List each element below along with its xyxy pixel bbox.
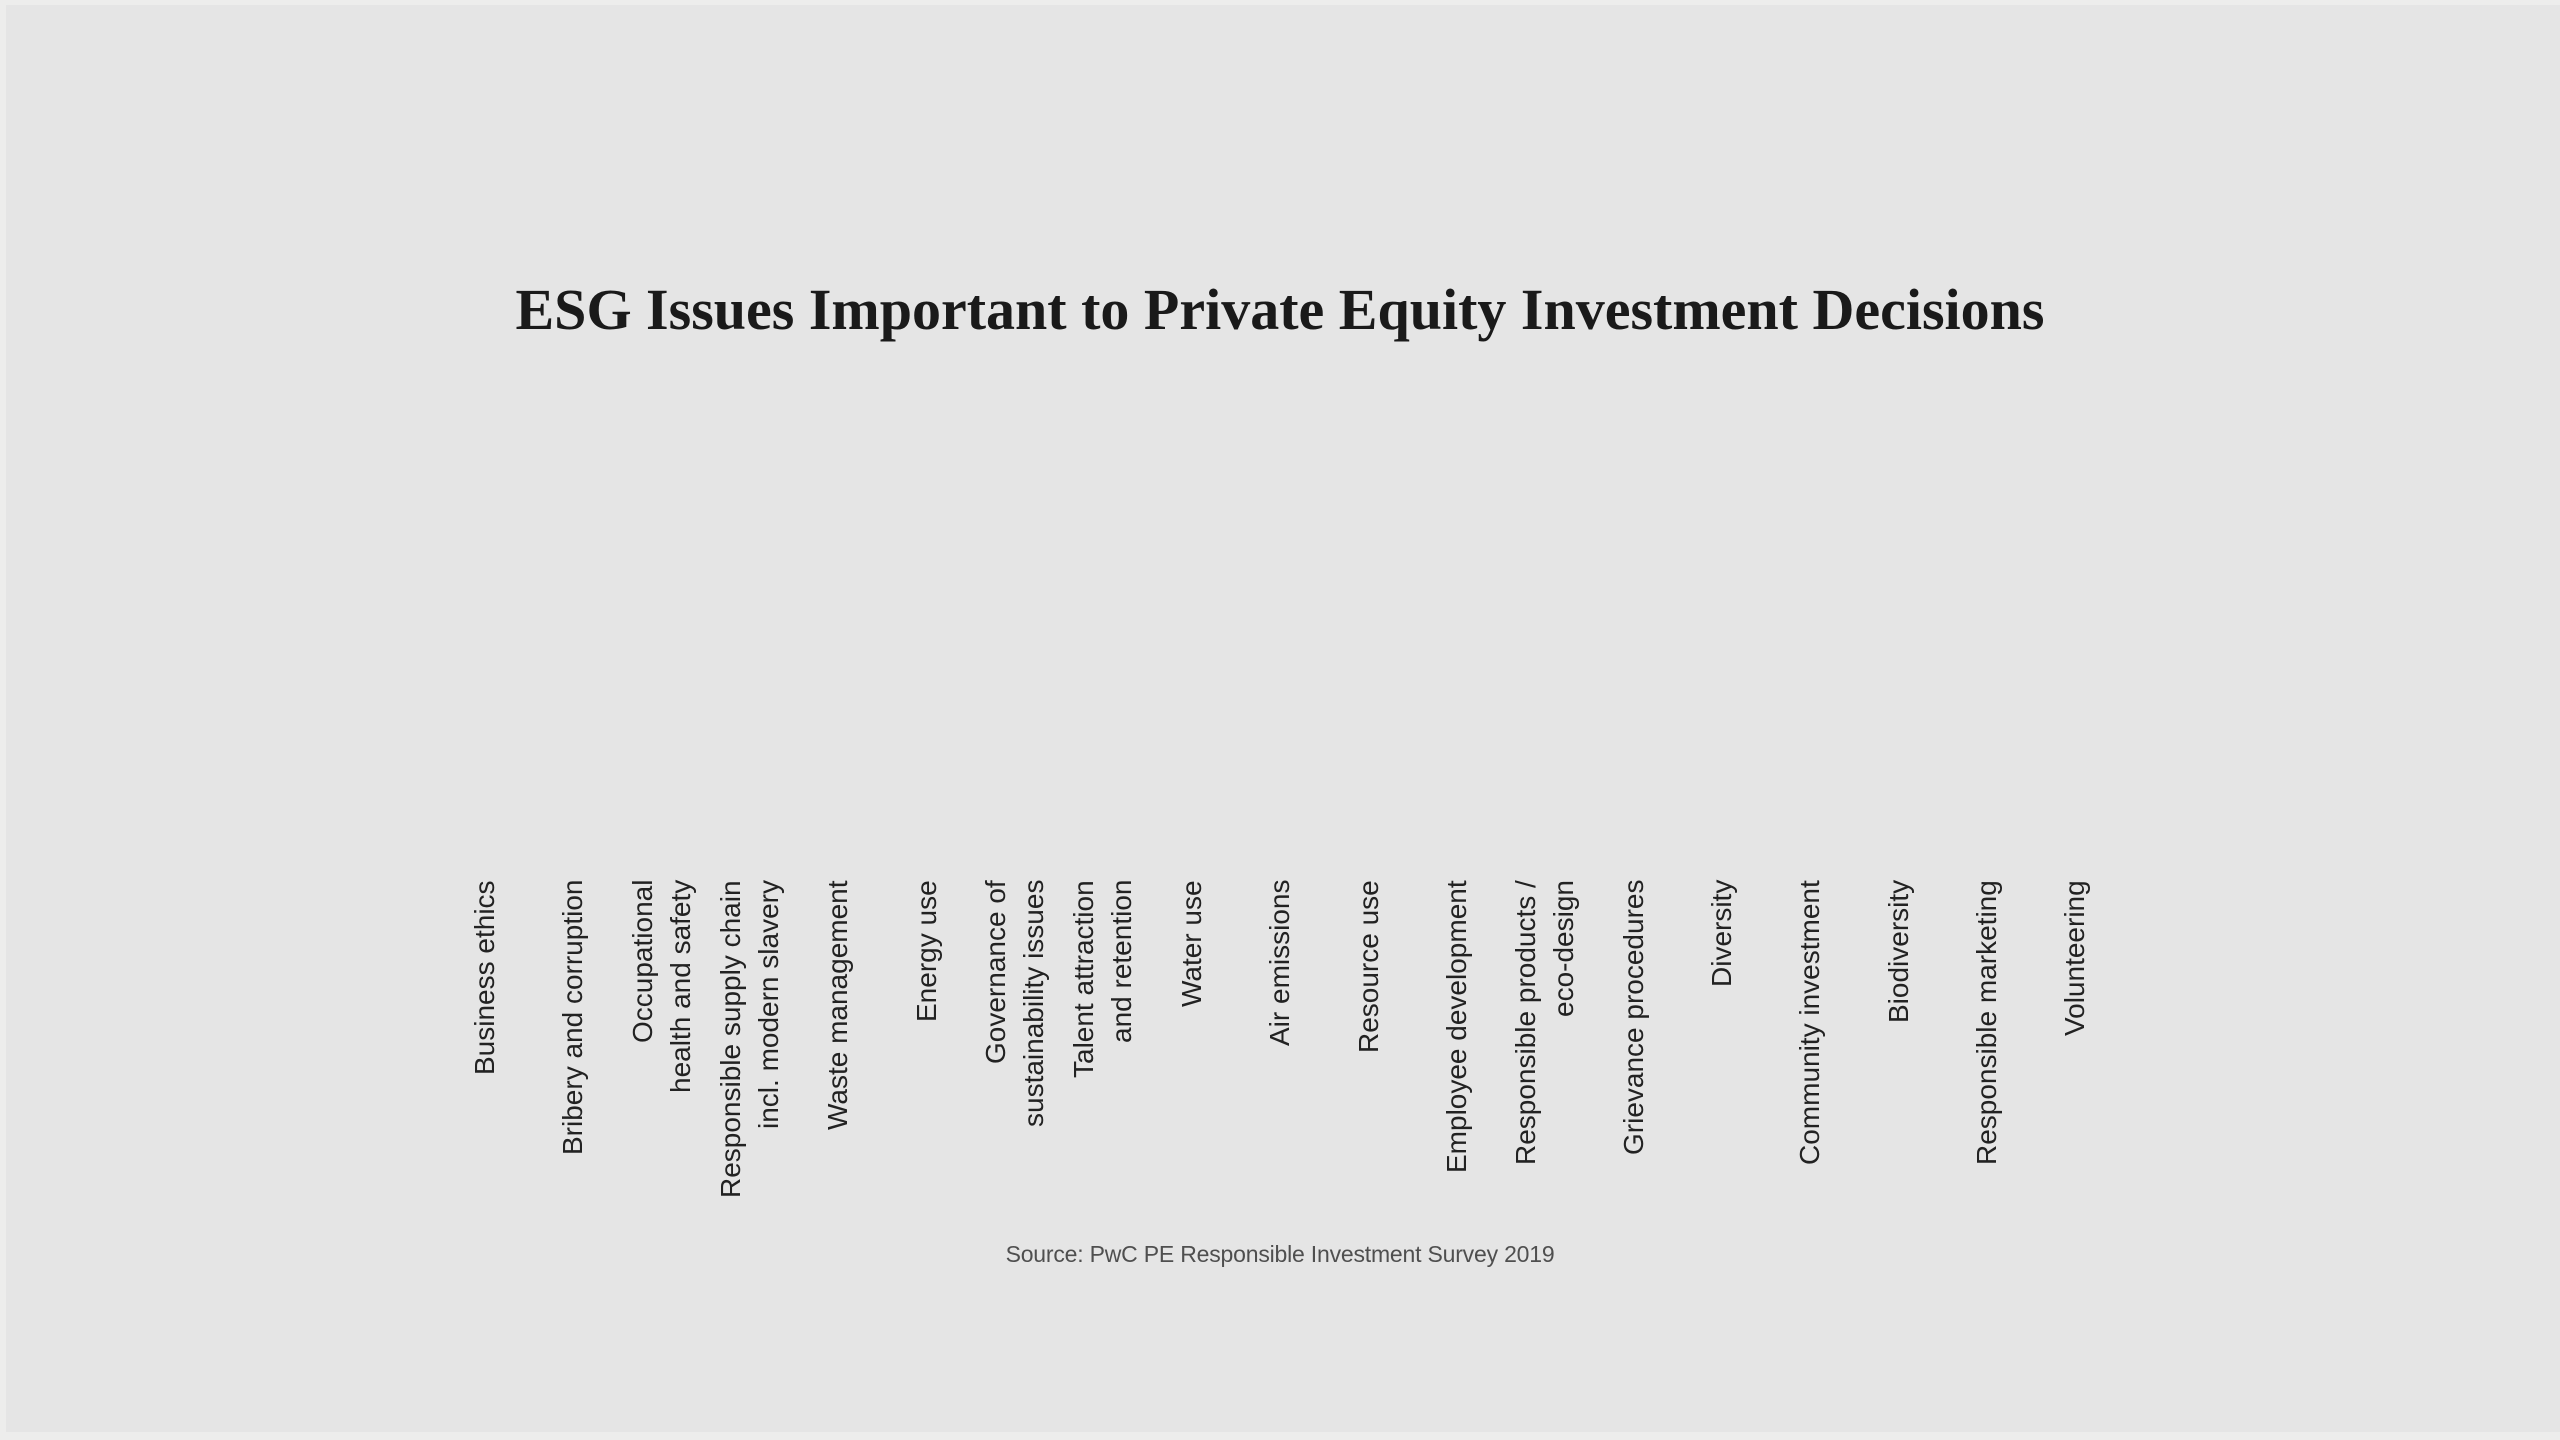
category-label: Responsible supply chain incl. modern sl… [715,880,785,1198]
chart-title: ESG Issues Important to Private Equity I… [515,277,2045,342]
category-label: Community investment [1794,880,1826,1165]
category-label: Bribery and corruption [557,880,589,1156]
category-label: Responsible marketing [1970,880,2002,1165]
category-label: Business ethics [469,880,500,1075]
category-label: Occupational health and safety [626,880,696,1094]
category-label: Biodiversity [1882,880,1914,1024]
category-label: Employee development [1440,880,1472,1173]
category-label: Energy use [910,880,942,1022]
category-label: Diversity [1705,880,1737,988]
source-caption: Source: PwC PE Responsible Investment Su… [1005,1241,1555,1267]
category-label: Resource use [1352,880,1384,1053]
plot-area [440,400,2120,874]
category-label: Responsible products / eco-design [1510,880,1580,1165]
edge-artifact-top [0,0,2560,5]
category-label: Air emissions [1264,880,1296,1047]
category-label: Water use [1175,880,1207,1007]
edge-artifact-left [0,0,6,1440]
category-label: Talent attraction and retention [1068,880,1138,1078]
category-label: Grievance procedures [1617,880,1649,1156]
edge-artifact-bottom [0,1432,2560,1440]
category-label: Waste management [822,880,854,1130]
category-label: Volunteering [2059,880,2091,1036]
category-label: Governance of sustainability issues [980,880,1050,1128]
